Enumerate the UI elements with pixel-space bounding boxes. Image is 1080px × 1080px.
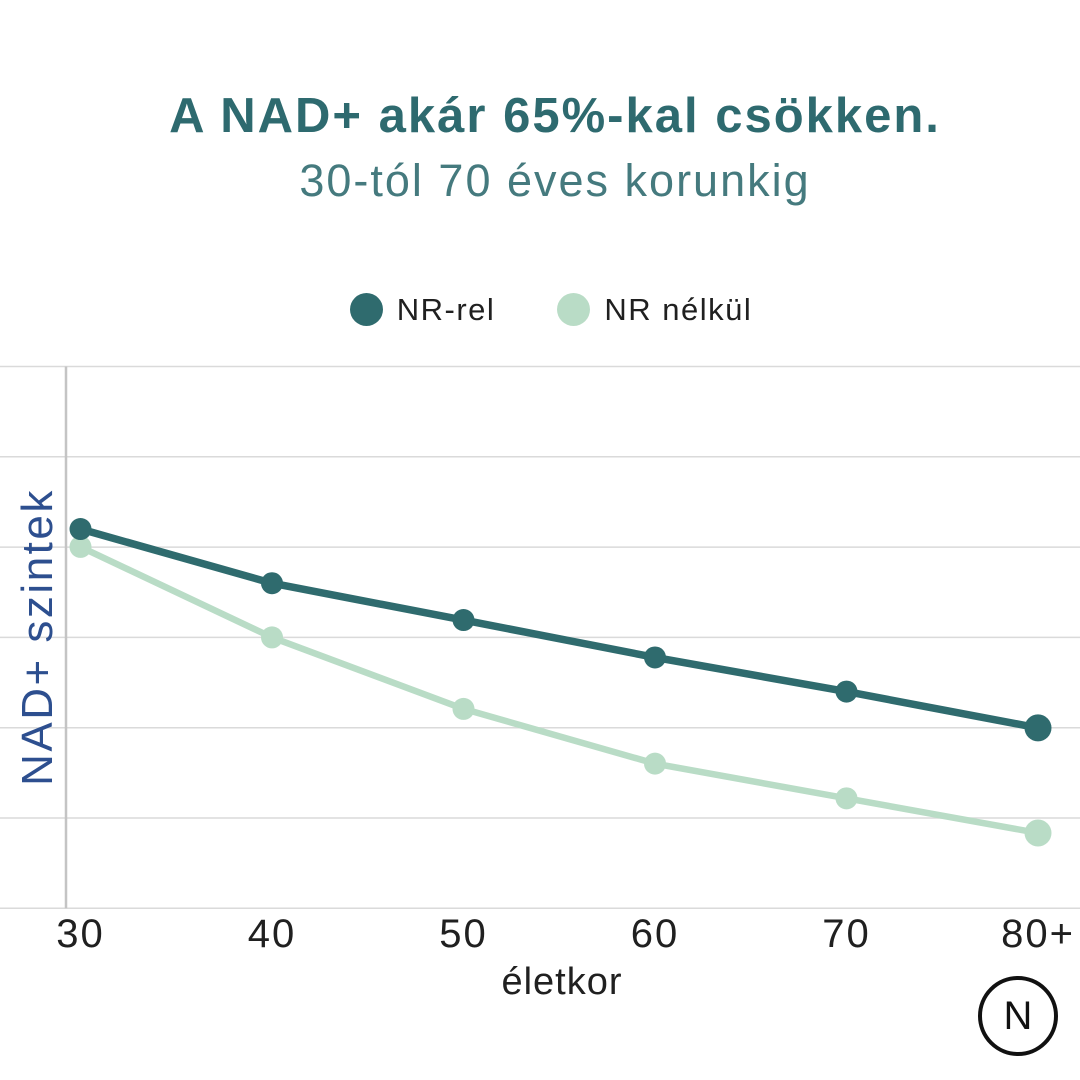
series-dots bbox=[69, 518, 1052, 847]
x-axis-ticks: 30 40 50 60 70 80+ bbox=[0, 912, 1080, 956]
x-tick-label: 60 bbox=[630, 912, 680, 956]
legend-label: NR-rel bbox=[396, 292, 496, 327]
data-point bbox=[1024, 714, 1052, 742]
data-point bbox=[69, 518, 92, 541]
legend-item-nr-rel: NR-rel bbox=[349, 292, 496, 327]
page-subtitle: 30-tól 70 éves korunkig bbox=[299, 155, 811, 206]
series-lines bbox=[76, 525, 1042, 837]
page-title: A NAD+ akár 65%-kal csökken. bbox=[169, 89, 941, 143]
series-line-1 bbox=[77, 543, 1042, 837]
x-axis-label: életkor bbox=[501, 961, 623, 1003]
data-point bbox=[835, 787, 858, 810]
x-tick-label: 40 bbox=[247, 912, 297, 956]
chart-legend: NR-rel NR nélkül bbox=[0, 293, 1080, 326]
series-line-0 bbox=[76, 525, 1042, 732]
x-tick-label: 50 bbox=[439, 912, 488, 956]
legend-dot-light-icon bbox=[557, 293, 591, 326]
data-point bbox=[835, 680, 858, 703]
data-point bbox=[69, 535, 92, 558]
data-point bbox=[644, 752, 666, 775]
data-point bbox=[261, 572, 283, 595]
legend-label: NR nélkül bbox=[604, 292, 753, 327]
data-point bbox=[644, 646, 666, 669]
x-tick-label: 80+ bbox=[1001, 912, 1075, 956]
y-axis-label: NAD+ szintek bbox=[13, 488, 62, 786]
brand-logo-letter: N bbox=[1003, 993, 1033, 1038]
data-point bbox=[452, 697, 475, 720]
data-point bbox=[261, 626, 283, 649]
x-tick-label: 70 bbox=[822, 912, 871, 956]
data-point bbox=[1024, 819, 1052, 847]
legend-dot-dark-icon bbox=[349, 293, 383, 326]
data-point bbox=[452, 609, 475, 632]
brand-logo-n: N bbox=[978, 976, 1058, 1056]
x-tick-label: 30 bbox=[56, 912, 105, 956]
legend-item-nr-nelkul: NR nélkül bbox=[557, 293, 752, 326]
